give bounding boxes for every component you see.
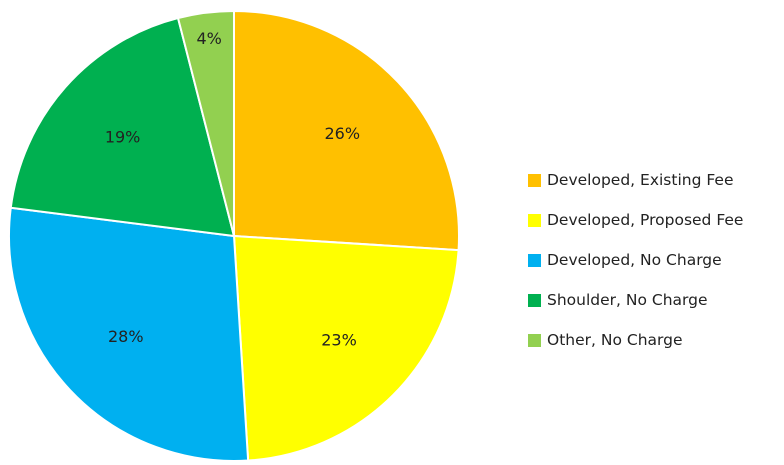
data-label-developed-existing-fee: 26% [324, 124, 360, 143]
legend-item-developed-no-charge: Developed, No Charge [528, 250, 743, 270]
legend-swatch [528, 333, 541, 347]
legend-swatch [528, 173, 541, 187]
legend-label: Other, No Charge [547, 331, 683, 349]
legend-label: Shoulder, No Charge [547, 291, 708, 309]
pie-slice-shoulder-no-charge [9, 16, 236, 238]
data-label-developed-proposed-fee: 23% [321, 331, 357, 350]
legend-swatch [528, 213, 541, 227]
pie-slice-other-no-charge [176, 9, 235, 237]
pie-data-labels: 26% 23% 28% 19% 4% [105, 29, 360, 349]
legend-swatch [528, 253, 541, 267]
data-label-other-no-charge: 4% [196, 29, 221, 48]
pie-slice-developed-no-charge [8, 206, 250, 462]
legend-swatch [528, 293, 541, 307]
data-label-shoulder-no-charge: 19% [105, 127, 141, 146]
legend-item-shoulder-no-charge: Shoulder, No Charge [528, 290, 743, 310]
legend-label: Developed, No Charge [547, 251, 722, 269]
pie-slices [8, 9, 460, 462]
legend-item-developed-proposed-fee: Developed, Proposed Fee [528, 210, 743, 230]
pie-slice-developed-proposed-fee [232, 234, 460, 462]
pie-slice-developed-existing-fee [233, 9, 460, 252]
legend-item-other-no-charge: Other, No Charge [528, 330, 743, 350]
chart-legend: Developed, Existing Fee Developed, Propos… [528, 170, 743, 370]
legend-label: Developed, Existing Fee [547, 171, 734, 189]
legend-item-developed-existing-fee: Developed, Existing Fee [528, 170, 743, 190]
legend-label: Developed, Proposed Fee [547, 211, 744, 229]
data-label-developed-no-charge: 28% [108, 327, 144, 346]
